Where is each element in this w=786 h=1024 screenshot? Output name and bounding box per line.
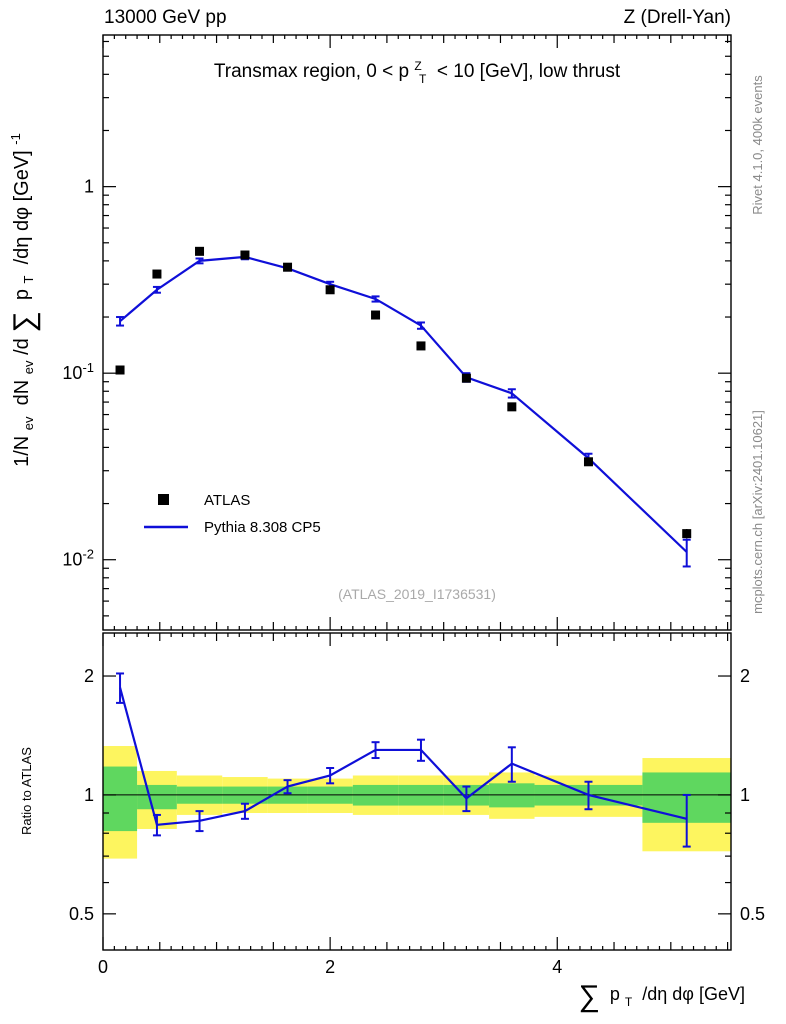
ylabel-sub-T: T — [21, 275, 36, 283]
atlas-data-point — [583, 457, 593, 467]
ylabel-part: dN — [11, 380, 33, 411]
pythia-curve-main — [119, 255, 688, 553]
atlas-data-point — [115, 365, 125, 375]
x-tick-label: 0 — [98, 957, 108, 977]
xlabel-sub-T: T — [625, 995, 633, 1009]
legend: ATLAS Pythia 8.308 CP5 — [144, 492, 321, 536]
ylabel-part: 1/N — [11, 436, 33, 467]
atlas-marker-swatch — [158, 494, 169, 505]
atlas-data-point — [416, 341, 426, 351]
ratio-band-layer — [103, 746, 731, 859]
ylabel-sub-ev: ev — [21, 360, 36, 374]
atlas-data-point — [240, 250, 250, 260]
ylabel-sub-ev: ev — [21, 416, 36, 430]
ylabel-exponent: -1 — [8, 133, 23, 145]
analysis-id-watermark: (ATLAS_2019_I1736531) — [338, 586, 496, 602]
rivet-version-label: Rivet 4.1.0, 400k events — [750, 75, 765, 215]
ratio-y-tick-label: 0.5 — [69, 904, 94, 924]
beam-energy-label: 13000 GeV pp — [104, 7, 227, 28]
atlas-data-point — [682, 529, 692, 539]
plot-title-sub: T — [419, 72, 427, 86]
main-y-axis-label: 1/N ev dN ev /d ∑ p T /dη dφ [GeV] -1 — [8, 133, 41, 467]
frame-layer — [102, 34, 732, 951]
main-panel-frame — [102, 34, 732, 631]
ratio-uncertainty-band-green — [103, 766, 138, 832]
atlas-data-point — [325, 285, 335, 295]
ratio-y-tick-label: 2 — [84, 666, 94, 686]
main-y-tick-label: 10-2 — [62, 547, 94, 570]
plot-title: Transmax region, 0 < p Z T < 10 [GeV], l… — [214, 54, 621, 88]
sum-symbol: ∑ — [8, 311, 41, 332]
pythia-ratio-curve — [118, 687, 687, 827]
tick-label-layer: 0 2 4 10-2 10-1 1 0.5 0.5 1 1 2 2 — [62, 177, 765, 977]
xlabel-part: p — [605, 984, 620, 1004]
mcplots-arxiv-label: mcplots.cern.ch [arXiv:2401.10621] — [750, 410, 765, 614]
ratio-y-axis-label: Ratio to ATLAS — [19, 747, 34, 835]
atlas-data-point — [507, 402, 517, 412]
ratio-y-tick-label: 1 — [84, 785, 94, 805]
atlas-data-point — [152, 269, 162, 279]
process-label: Z (Drell-Yan) — [624, 7, 731, 28]
ratio-y-tick-label: 0.5 — [740, 904, 765, 924]
x-tick-label: 2 — [325, 957, 335, 977]
xlabel-part: /dη dφ [GeV] — [637, 984, 745, 1004]
atlas-data-point — [283, 262, 293, 272]
atlas-data-point — [371, 310, 381, 320]
ratio-y-tick-label: 1 — [740, 785, 750, 805]
main-y-tick-label: 10-1 — [62, 360, 94, 383]
main-y-tick-label: 1 — [84, 177, 94, 197]
ratio-uncertainty-band-green — [137, 784, 177, 810]
sum-symbol: ∑ — [578, 980, 599, 1013]
ratio-y-tick-label: 2 — [740, 666, 750, 686]
series-layer — [115, 246, 692, 848]
x-tick-label: 4 — [552, 957, 562, 977]
x-axis-label: ∑ p T /dη dφ [GeV] — [578, 980, 745, 1013]
legend-pythia-label: Pythia 8.308 CP5 — [204, 519, 321, 536]
plot-title-post: < 10 [GeV], low thrust — [432, 61, 621, 82]
atlas-data-point — [461, 373, 471, 383]
plot-title-sup: Z — [414, 59, 421, 73]
ylabel-part: /dη dφ [GeV] — [11, 150, 33, 270]
legend-atlas-label: ATLAS — [204, 492, 250, 509]
ratio-panel-frame — [102, 632, 732, 951]
atlas-data-point — [195, 246, 205, 256]
ylabel-part: p — [11, 289, 33, 306]
plot-title-pre: Transmax region, 0 < p — [214, 61, 409, 82]
ylabel-part: /d — [11, 338, 33, 355]
